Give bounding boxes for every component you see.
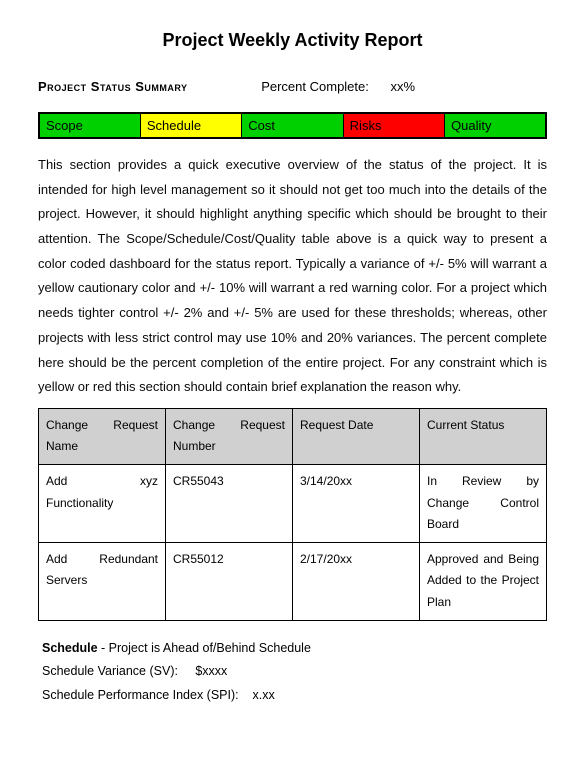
- schedule-heading-label: Schedule: [42, 641, 98, 655]
- col-header-status: Current Status: [420, 408, 547, 464]
- sv-label: Schedule Variance (SV):: [42, 664, 178, 678]
- dashboard-cell-quality: Quality: [445, 113, 546, 138]
- change-request-table: Change Request Name Change Request Numbe…: [38, 408, 547, 621]
- col-header-name: Change Request Name: [39, 408, 166, 464]
- cr-date-cell: 2/17/20xx: [293, 542, 420, 620]
- cr-status-cell: Approved and Being Added to the Project …: [420, 542, 547, 620]
- schedule-block: Schedule - Project is Ahead of/Behind Sc…: [38, 637, 547, 708]
- report-title: Project Weekly Activity Report: [38, 30, 547, 51]
- col-header-number: Change Request Number: [166, 408, 293, 464]
- spi-value: x.xx: [253, 688, 275, 702]
- summary-label: Project Status Summary: [38, 79, 188, 94]
- sv-value: $xxxx: [195, 664, 227, 678]
- table-row: Add Redundant Servers CR55012 2/17/20xx …: [39, 542, 547, 620]
- dashboard-cell-cost: Cost: [242, 113, 343, 138]
- dashboard-cell-schedule: Schedule: [140, 113, 241, 138]
- overview-paragraph: This section provides a quick executive …: [38, 153, 547, 400]
- cr-number-cell: CR55043: [166, 465, 293, 543]
- dashboard-cell-risks: Risks: [343, 113, 444, 138]
- status-summary-line: Project Status Summary Percent Complete:…: [38, 79, 547, 94]
- cr-date-cell: 3/14/20xx: [293, 465, 420, 543]
- cr-name-cell: Add Redundant Servers: [39, 542, 166, 620]
- percent-complete-value: xx%: [391, 79, 416, 94]
- dashboard-cell-scope: Scope: [39, 113, 140, 138]
- percent-complete-label: Percent Complete:: [261, 79, 369, 94]
- spi-label: Schedule Performance Index (SPI):: [42, 688, 239, 702]
- table-header-row: Change Request Name Change Request Numbe…: [39, 408, 547, 464]
- cr-name-cell: Add xyz Functionality: [39, 465, 166, 543]
- col-header-date: Request Date: [293, 408, 420, 464]
- cr-status-cell: In Review by Change Control Board: [420, 465, 547, 543]
- cr-number-cell: CR55012: [166, 542, 293, 620]
- status-dashboard-table: Scope Schedule Cost Risks Quality: [38, 112, 547, 139]
- table-row: Add xyz Functionality CR55043 3/14/20xx …: [39, 465, 547, 543]
- schedule-heading-text: - Project is Ahead of/Behind Schedule: [98, 641, 311, 655]
